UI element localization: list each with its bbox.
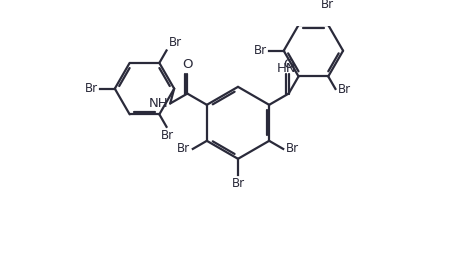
Text: Br: Br: [177, 142, 190, 155]
Text: Br: Br: [160, 129, 174, 142]
Text: Br: Br: [85, 82, 98, 95]
Text: HN: HN: [277, 62, 297, 75]
Text: O: O: [182, 58, 193, 71]
Text: Br: Br: [337, 83, 351, 96]
Text: Br: Br: [231, 177, 245, 190]
Text: Br: Br: [169, 36, 182, 49]
Text: O: O: [283, 58, 294, 71]
Text: Br: Br: [254, 44, 267, 57]
Text: NH: NH: [149, 97, 169, 110]
Text: Br: Br: [321, 0, 334, 11]
Text: Br: Br: [286, 142, 299, 155]
